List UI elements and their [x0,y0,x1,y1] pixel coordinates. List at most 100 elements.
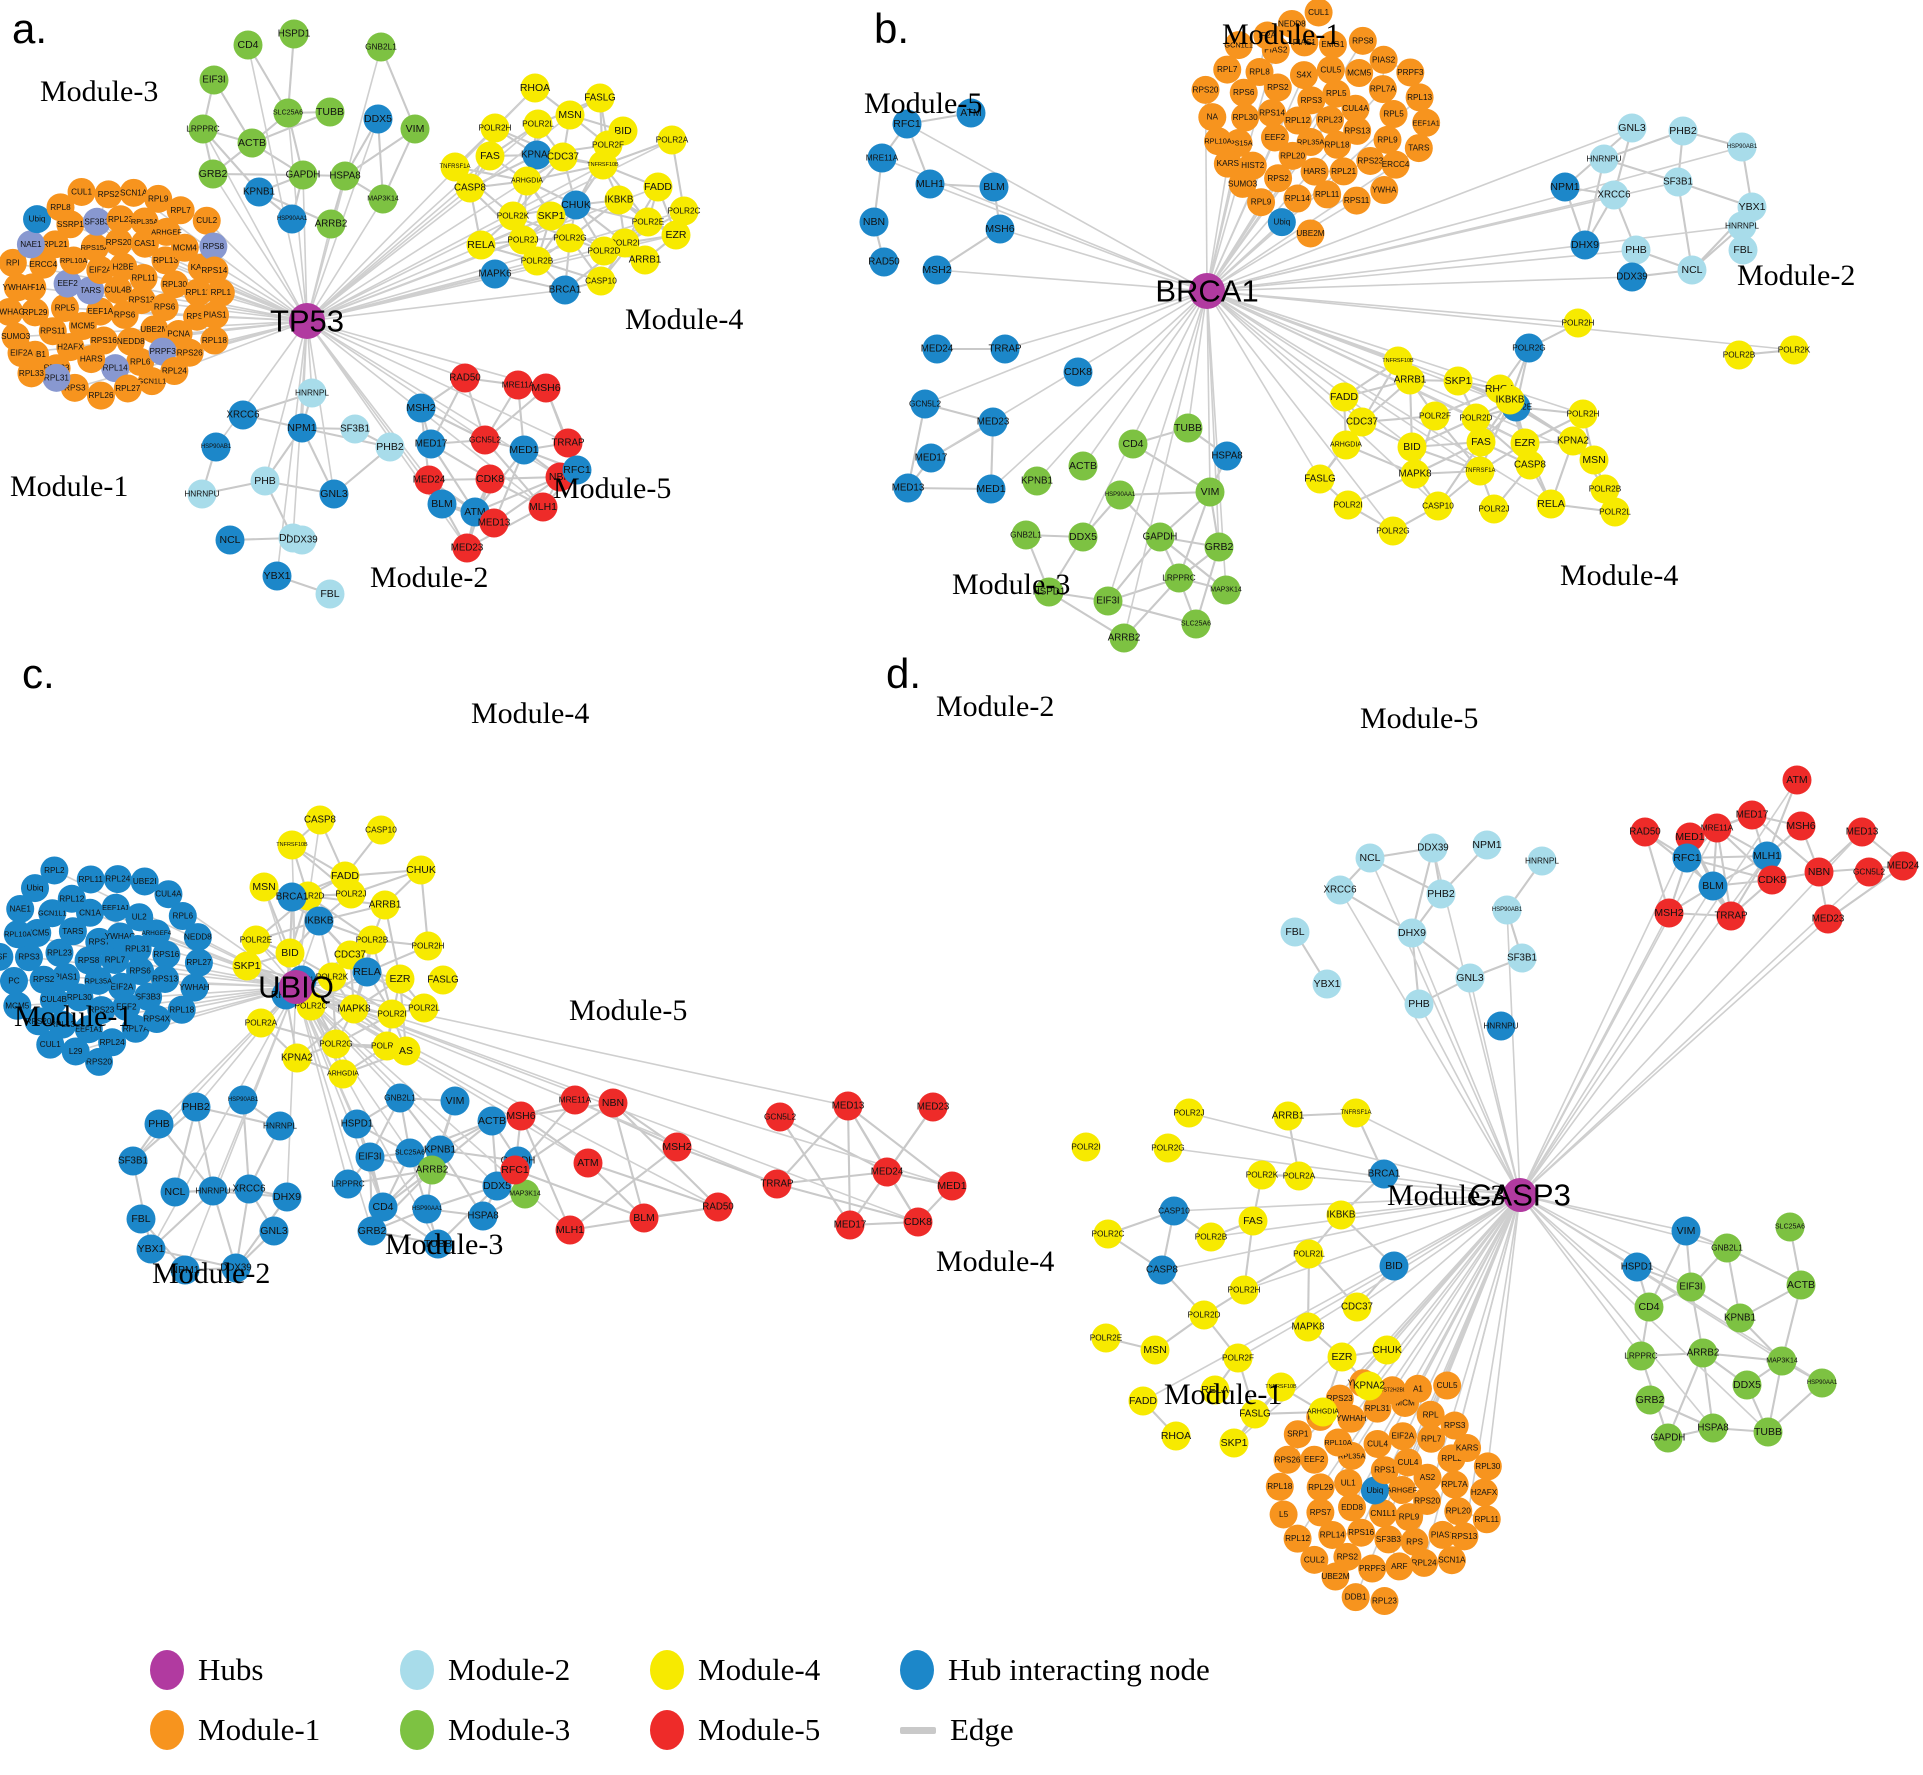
node-circle[interactable] [1813,904,1843,934]
network-node[interactable]: AS [391,1036,421,1066]
node-circle[interactable] [363,104,393,134]
node-circle[interactable] [1381,150,1410,179]
node-circle[interactable] [1204,127,1233,156]
node-circle[interactable] [1370,1587,1399,1616]
node-circle[interactable] [59,246,88,275]
network-node[interactable]: POLR2B [1195,1222,1228,1252]
network-node[interactable]: DDX5 [1068,522,1098,552]
node-circle[interactable] [1327,1342,1357,1372]
node-circle[interactable] [144,1109,174,1139]
node-circle[interactable] [98,1028,127,1057]
network-node[interactable]: TRRAP [988,334,1022,364]
node-circle[interactable] [1403,1374,1432,1403]
module1-node[interactable]: RPL14 [1283,184,1312,213]
node-circle[interactable] [508,225,538,255]
network-node[interactable]: HSP90AA1 [412,1194,443,1224]
node-circle[interactable] [1426,879,1456,909]
network-node[interactable]: GNL3 [319,479,349,509]
node-circle[interactable] [1293,1312,1323,1342]
network-node[interactable]: POLR2E [1090,1323,1123,1353]
node-circle[interactable] [29,250,58,279]
network-node[interactable]: NCL [160,1177,190,1207]
node-circle[interactable] [77,345,106,374]
node-circle[interactable] [561,190,591,220]
network-node[interactable]: FAS [1238,1206,1268,1236]
node-circle[interactable] [922,255,952,285]
node-circle[interactable] [1727,211,1757,241]
node-circle[interactable] [417,1155,447,1185]
node-circle[interactable] [1470,1478,1499,1507]
module1-node[interactable]: PRPF3 [1358,1554,1387,1583]
module1-node[interactable]: DDB1 [1341,1583,1370,1612]
node-circle[interactable] [183,923,212,952]
network-node[interactable]: VIM [1195,477,1225,507]
node-circle[interactable] [1728,235,1758,265]
node-circle[interactable] [1388,1422,1417,1451]
node-circle[interactable] [200,326,229,355]
node-circle[interactable] [137,367,166,396]
node-circle[interactable] [503,370,533,400]
node-circle[interactable] [3,920,32,949]
node-circle[interactable] [68,312,97,341]
node-circle[interactable] [1416,1400,1445,1429]
node-circle[interactable] [1324,1428,1353,1457]
network-node[interactable]: POLR2I [1071,1132,1101,1162]
node-circle[interactable] [1378,1376,1407,1405]
node-circle[interactable] [130,867,159,896]
node-circle[interactable] [1428,1520,1457,1549]
node-circle[interactable] [629,1203,659,1233]
module1-node[interactable]: RPL30 [1231,103,1260,132]
node-circle[interactable] [317,962,347,992]
node-circle[interactable] [244,177,274,207]
node-circle[interactable] [1181,609,1211,639]
node-circle[interactable] [1804,857,1834,887]
node-circle[interactable] [1395,365,1425,395]
node-circle[interactable] [893,473,923,503]
module1-node[interactable]: CUL1 [67,177,96,206]
node-circle[interactable] [45,938,74,967]
node-circle[interactable] [199,65,229,95]
module1-node[interactable]: L29 [61,1037,90,1066]
node-circle[interactable] [20,874,49,903]
node-circle[interactable] [528,492,558,522]
node-circle[interactable] [14,943,43,972]
node-circle[interactable] [3,991,32,1020]
node-circle[interactable] [661,220,691,250]
node-circle[interactable] [277,204,307,234]
module1-node[interactable]: RPS6 [150,293,179,322]
module1-node[interactable]: MCM5 [1345,59,1374,88]
module1-node[interactable]: RPL18 [1265,1472,1294,1501]
node-circle[interactable] [76,865,105,894]
network-node[interactable]: RELA [1536,489,1566,519]
node-circle[interactable] [1264,164,1293,193]
node-circle[interactable] [42,363,71,392]
network-node[interactable]: ACTB [237,128,267,158]
node-circle[interactable] [1247,188,1276,217]
node-circle[interactable] [1396,58,1425,87]
network-node[interactable]: POLR2G [1376,516,1410,546]
module1-node[interactable]: RPL11 [129,263,158,292]
network-node[interactable]: CDK8 [903,1207,933,1237]
module1-node[interactable]: RPL31 [42,363,71,392]
node-circle[interactable] [1405,83,1434,112]
network-node[interactable]: CASP10 [365,815,397,845]
node-circle[interactable] [279,19,309,49]
node-circle[interactable] [1379,100,1408,129]
node-circle[interactable] [1888,851,1918,881]
module1-node[interactable]: SCN1A [1437,1546,1466,1575]
node-circle[interactable] [1514,333,1544,363]
node-circle[interactable] [1305,464,1335,494]
node-circle[interactable] [1443,366,1473,396]
network-node[interactable]: VIM [1671,1216,1701,1246]
network-node[interactable]: FADD [1128,1386,1158,1416]
node-circle[interactable] [46,193,75,222]
module1-node[interactable]: RPL18 [167,995,196,1024]
module1-node[interactable]: AS2 [1413,1463,1442,1492]
network-node[interactable]: RAD50 [868,247,900,277]
module1-node[interactable]: NAE1 [16,230,45,259]
node-circle[interactable] [1191,75,1220,104]
network-node[interactable]: CASP10 [1158,1196,1190,1226]
network-node[interactable]: MED1 [509,435,539,465]
module1-node[interactable]: RPL9 [1373,125,1402,154]
node-circle[interactable] [413,931,443,961]
